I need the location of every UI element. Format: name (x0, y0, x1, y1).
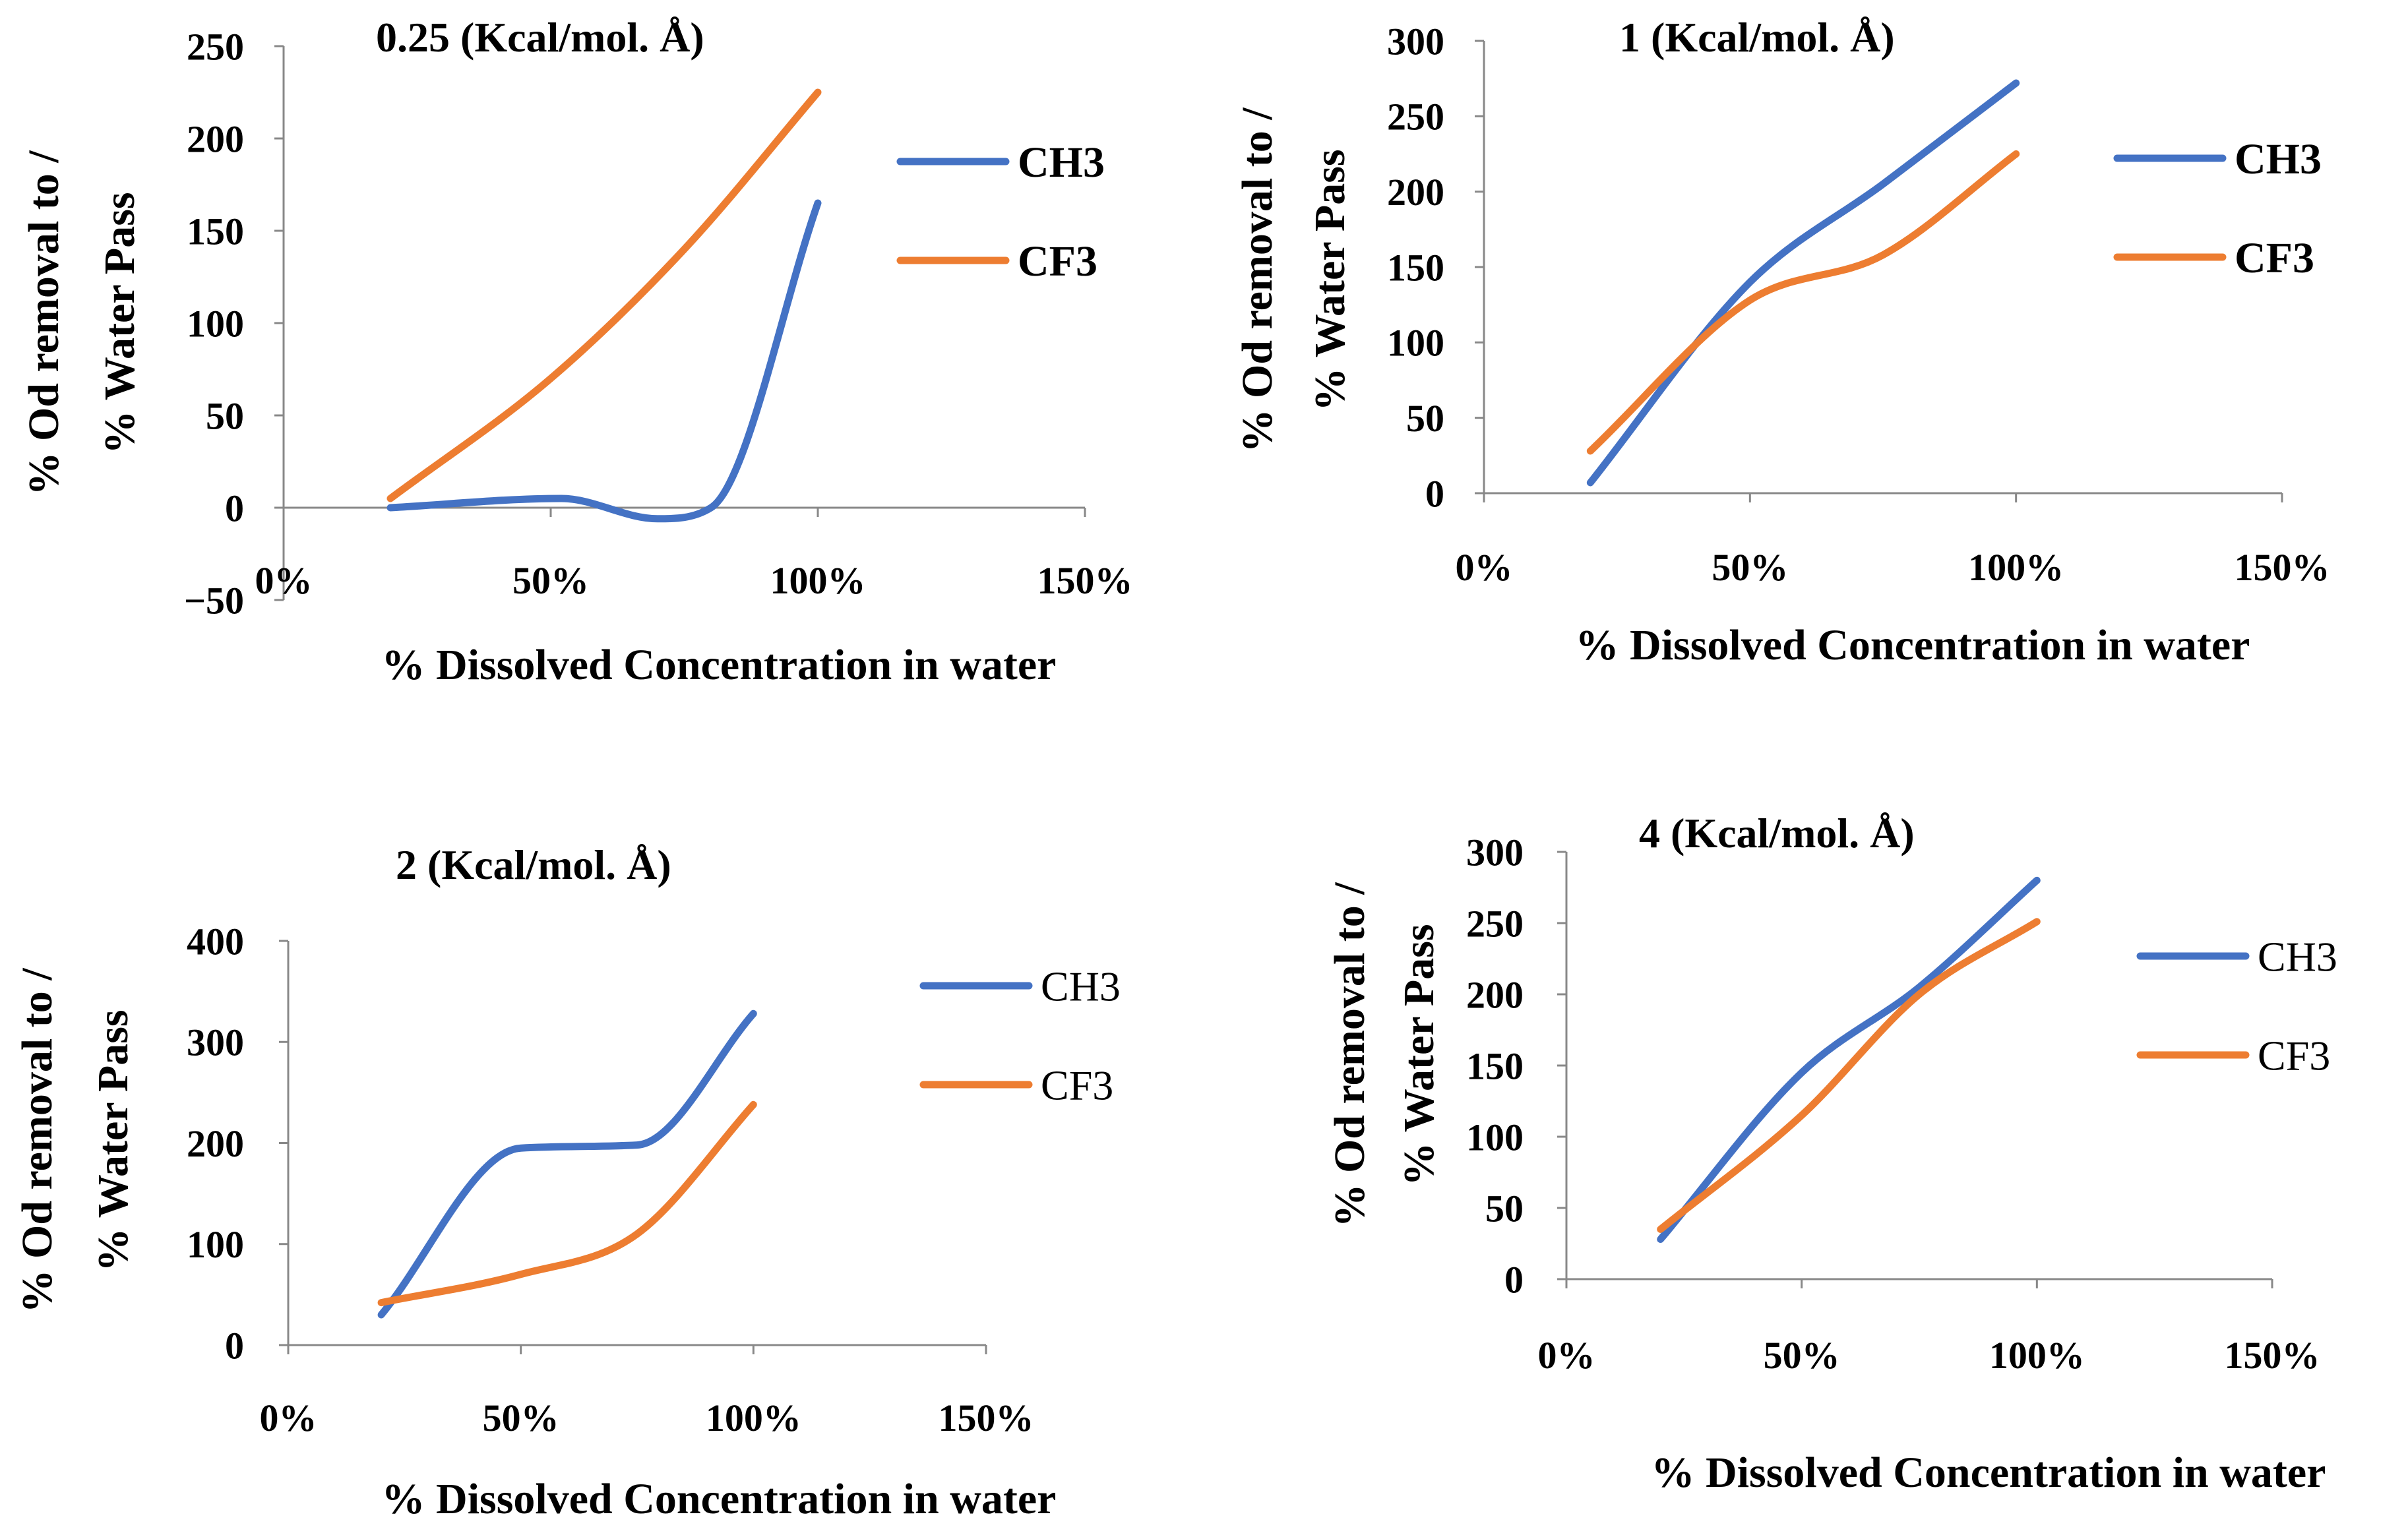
y-axis-label-line2: % Water Pass (89, 1009, 137, 1271)
chart-title: 4 (Kcal/mol. Å) (1639, 810, 1915, 857)
x-tick-label: 50% (483, 1397, 559, 1439)
x-axis-label: % Dissolved Concentration in water (1652, 1449, 2326, 1497)
y-tick-label: 100 (1466, 1116, 1524, 1158)
y-tick-label: −50 (184, 579, 244, 622)
x-tick-label: 100% (1989, 1334, 2085, 1377)
legend: CH3 CF3 (919, 963, 1121, 1108)
y-tick-label: 50 (1485, 1187, 1524, 1230)
x-axis-label: % Dissolved Concentration in water (1576, 621, 2250, 669)
chart-title: 1 (Kcal/mol. Å) (1619, 14, 1895, 61)
x-tick-label: 50% (1764, 1334, 1840, 1377)
series-line-ch3 (386, 199, 822, 523)
x-tick-label: 150% (1037, 559, 1133, 602)
y-axis-label-line2: % Water Pass (1395, 924, 1443, 1186)
y-tick-label: 150 (187, 210, 244, 253)
y-tick-label: 200 (187, 117, 244, 160)
legend-label-ch3: CH3 (1018, 138, 1105, 187)
legend: CH3 CF3 (896, 138, 1105, 286)
x-tick-label: 50% (512, 559, 589, 602)
x-axis-label: % Dissolved Concentration in water (382, 1475, 1057, 1523)
y-tick-label: 250 (1387, 96, 1444, 138)
x-axis-label: % Dissolved Concentration in water (382, 641, 1057, 689)
y-tick-label: 200 (187, 1122, 244, 1165)
y-tick-label: 250 (187, 25, 244, 68)
legend-label-ch3: CH3 (2235, 135, 2322, 183)
y-tick-label: 0 (225, 487, 244, 529)
x-tick-label: 100% (706, 1397, 801, 1439)
x-tick-label: 100% (770, 559, 866, 602)
y-tick-label: 250 (1466, 902, 1524, 945)
x-tick-label: 0% (260, 1397, 317, 1439)
y-tick-label: 150 (1387, 246, 1444, 289)
chart-panel-4: 300 250 200 150 100 50 0 0% 50% 100% 150% 4 (Kcal/m… (1326, 810, 2337, 1497)
y-axis-label-line2: % Water Pass (1306, 149, 1354, 411)
x-tick-label: 0% (255, 559, 313, 602)
y-axis-label-line1: % Od removal to / (1326, 882, 1374, 1228)
chart-panel-1: 250 200 150 100 50 0 −50 0% 50% 100% 150% 0.25 (Kca… (20, 14, 1132, 689)
chart-title: 0.25 (Kcal/mol. Å) (376, 14, 704, 61)
y-tick-label: 0 (1504, 1258, 1524, 1301)
y-tick-label: 100 (1387, 322, 1444, 365)
x-tick-label: 0% (1538, 1334, 1595, 1377)
series-line-cf3 (1586, 150, 2020, 455)
y-tick-label: 100 (187, 302, 244, 345)
y-axis-label-line1: % Od removal to / (20, 150, 68, 496)
series-line-cf3 (386, 88, 822, 502)
y-tick-label: 0 (225, 1324, 244, 1367)
x-tick-label: 150% (2235, 546, 2330, 589)
y-tick-label: 300 (1387, 20, 1444, 63)
chart-panel-3: 400 300 200 100 0 0% 50% 100% 150% 2 (Kcal/mol. Å… (13, 841, 1121, 1523)
legend: CH3 CF3 (2136, 933, 2337, 1079)
y-tick-label: 50 (1406, 397, 1444, 440)
y-tick-label: 50 (206, 394, 244, 437)
y-tick-label: 200 (1387, 171, 1444, 214)
chart-title: 2 (Kcal/mol. Å) (396, 841, 671, 888)
y-tick-label: 300 (187, 1021, 244, 1064)
y-axis-label-line1: % Od removal to / (1233, 107, 1281, 453)
x-tick-label: 100% (1968, 546, 2064, 589)
series-line-ch3 (1586, 79, 2020, 487)
series-line-ch3 (377, 1009, 757, 1319)
y-tick-label: 0 (1425, 472, 1444, 515)
y-tick-label: 150 (1466, 1044, 1524, 1087)
legend-label-cf3: CF3 (2235, 234, 2314, 282)
x-tick-label: 150% (939, 1397, 1034, 1439)
legend-label-ch3: CH3 (1041, 963, 1121, 1009)
legend-label-ch3: CH3 (2258, 933, 2337, 980)
legend-label-cf3: CF3 (2258, 1032, 2330, 1079)
series-line-ch3 (1657, 876, 2041, 1243)
y-tick-label: 400 (187, 920, 244, 963)
chart-panel-2: 300 250 200 150 100 50 0 0% 50% 100% 150% 1 (Kcal/m… (1233, 14, 2330, 669)
y-axis-label-line2: % Water Pass (96, 192, 144, 454)
legend-label-cf3: CF3 (1041, 1062, 1113, 1108)
y-tick-label: 200 (1466, 973, 1524, 1016)
x-tick-label: 0% (1456, 546, 1513, 589)
y-tick-label: 100 (187, 1223, 244, 1266)
legend-label-cf3: CF3 (1018, 237, 1097, 286)
y-tick-label: 300 (1466, 831, 1524, 874)
x-tick-label: 50% (1712, 546, 1788, 589)
legend: CH3 CF3 (2113, 135, 2322, 282)
x-tick-label: 150% (2225, 1334, 2320, 1377)
series-line-cf3 (1657, 918, 2041, 1233)
y-axis-label-line1: % Od removal to / (13, 967, 61, 1313)
series-line-cf3 (377, 1100, 757, 1307)
